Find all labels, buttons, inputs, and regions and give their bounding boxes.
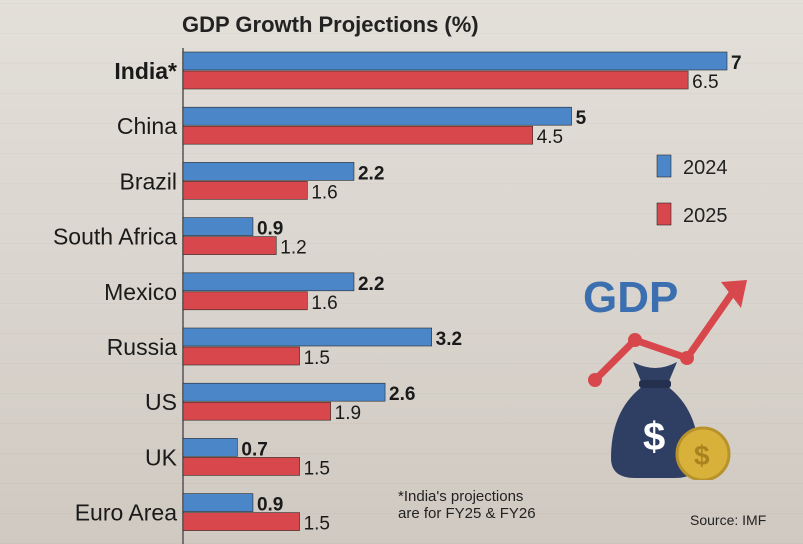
data-label-2024: 7	[731, 53, 742, 74]
bar-2025	[182, 70, 689, 90]
footnote: *India's projections are for FY25 & FY26	[398, 488, 536, 522]
category-label: South Africa	[53, 224, 177, 250]
data-label-2024: 0.9	[257, 219, 283, 240]
data-label-2025: 6.5	[692, 72, 718, 93]
bar-2024	[182, 272, 355, 292]
data-label-2024: 5	[576, 108, 587, 129]
bar-2024	[182, 382, 386, 402]
data-label-2025: 1.5	[304, 514, 330, 535]
bar-2024	[182, 493, 254, 512]
bar-2024	[182, 51, 728, 71]
bar-2025	[182, 236, 277, 255]
growth-point-icon	[628, 333, 642, 347]
data-label-2024: 2.2	[358, 163, 384, 184]
data-label-2024: 0.9	[257, 495, 283, 516]
legend-swatch-2025	[656, 202, 672, 226]
data-label-2025: 1.6	[311, 182, 337, 203]
category-label: US	[145, 389, 177, 415]
data-label-2024: 2.2	[358, 274, 384, 295]
coin-dollar-icon: $	[694, 440, 710, 471]
bar-2024	[182, 106, 572, 126]
legend-label-2025: 2025	[683, 205, 728, 227]
category-label: UK	[145, 444, 178, 470]
legend-swatch-2024	[656, 154, 672, 178]
gdp-badge-text: GDP	[583, 273, 678, 322]
growth-line-icon	[592, 289, 736, 383]
coin-icon	[675, 426, 731, 480]
bar-2024	[182, 327, 432, 347]
growth-point-icon	[588, 373, 602, 387]
bar-2025	[182, 457, 300, 476]
dollar-sign-icon: $	[643, 415, 665, 459]
bar-2025	[182, 346, 300, 366]
data-label-2024: 3.2	[436, 329, 462, 350]
growth-point-icon	[680, 351, 694, 365]
bar-2025	[182, 401, 331, 421]
bar-2025	[182, 125, 534, 145]
category-label: Euro Area	[75, 500, 177, 526]
bar-2025	[182, 291, 308, 311]
arrow-head-icon	[721, 280, 747, 308]
bar-2024	[182, 162, 355, 181]
legend-label-2024: 2024	[683, 157, 728, 179]
data-label-2025: 1.5	[304, 348, 330, 369]
chart-title: GDP Growth Projections (%)	[182, 12, 479, 37]
bar-2024	[182, 438, 238, 457]
category-label: Mexico	[104, 279, 177, 305]
data-label-2025: 1.2	[280, 238, 306, 259]
bar-2024	[182, 217, 254, 236]
data-label-2025: 1.5	[304, 458, 330, 479]
category-label: India*	[114, 58, 177, 84]
data-label-2025: 4.5	[537, 127, 563, 148]
bar-2025	[182, 181, 308, 200]
gdp-growth-money-bag-icon: GDP $ $	[583, 273, 747, 480]
footnote-line-2: are for FY25 & FY26	[398, 505, 536, 522]
data-label-2025: 1.6	[311, 293, 337, 314]
category-label: China	[117, 113, 177, 139]
data-label-2024: 0.7	[241, 439, 267, 460]
category-label: Brazil	[119, 168, 177, 194]
category-label: Russia	[107, 334, 178, 360]
bar-2025	[182, 512, 300, 531]
source-note: Source: IMF	[690, 512, 767, 528]
data-label-2025: 1.9	[335, 403, 361, 424]
data-label-2024: 2.6	[389, 384, 415, 405]
footnote-line-1: *India's projections	[398, 488, 524, 505]
bag-tie-icon	[639, 380, 671, 388]
